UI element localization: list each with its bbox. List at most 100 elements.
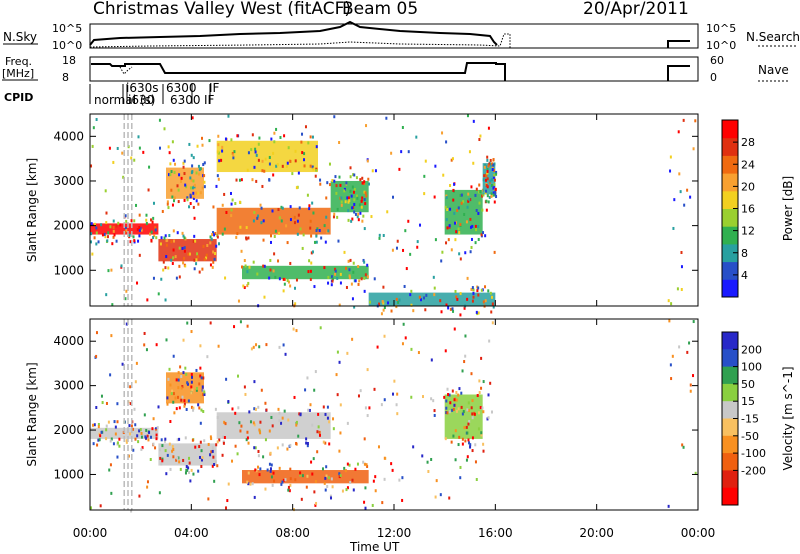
power-speckle [363,180,366,184]
velocity-speckle [159,456,162,460]
velocity-speckle [259,467,262,471]
power-speckle [209,263,212,267]
power-speckle [669,169,672,173]
power-speckle [197,172,200,176]
velocity-speckle [324,412,327,416]
power-speckle [331,179,334,183]
power-speckle [478,201,481,205]
velocity-speckle [349,480,352,484]
velocity-speckle [281,416,284,420]
velocity-speckle [188,461,191,465]
power-speckle [333,115,336,119]
velocity-speckle [105,401,108,405]
velocity-speckle [474,460,477,464]
power-speckle [326,181,329,185]
power-speckle [457,206,460,210]
velocity-speckle [211,449,214,453]
velocity-speckle [246,324,249,328]
velocity-speckle [446,411,449,415]
velocity-speckle [460,405,463,409]
velocity-colorbar-swatch [722,401,738,419]
velocity-speckle [186,468,189,472]
power-speckle [468,197,471,201]
power-speckle [485,184,488,188]
velocity-speckle [682,445,685,449]
velocity-speckle [316,450,319,454]
power-speckle [93,236,96,240]
power-speckle [484,234,487,238]
power-speckle [263,169,266,173]
velocity-speckle [330,477,333,481]
power-speckle [184,183,187,187]
power-speckle [485,199,488,203]
velocity-speckle [455,391,458,395]
nsearch-tick-bottom: 10^0 [706,39,736,52]
velocity-speckle [278,419,281,423]
velocity-speckle [98,438,101,442]
velocity-speckle [129,402,132,406]
velocity-speckle [469,445,472,449]
power-speckle [137,239,140,243]
velocity-speckle [282,478,285,482]
velocity-speckle [151,427,154,431]
power-speckle [168,151,171,155]
velocity-speckle [258,473,261,477]
velocity-speckle [249,482,252,486]
power-speckle [186,196,189,200]
velocity-speckle [97,425,100,429]
power-speckle [467,199,470,203]
power-speckle [452,198,455,202]
power-speckle [356,215,359,219]
power-speckle [679,190,682,194]
velocity-speckle [322,405,325,409]
power-speckle [283,134,286,138]
velocity-speckle [95,406,98,410]
velocity-speckle [446,387,449,391]
power-speckle [108,146,111,150]
cpid-label: CPID [4,91,33,104]
velocity-speckle [213,462,216,466]
velocity-speckle [140,431,143,435]
power-speckle [423,296,426,300]
power-speckle [244,264,247,268]
power-speckle [315,229,318,233]
power-speckle [424,308,427,312]
velocity-speckle [272,471,275,475]
power-speckle [124,214,127,218]
power-speckle [231,151,234,155]
power-speckle [469,217,472,221]
velocity-speckle [445,411,448,415]
power-speckle [347,259,350,263]
power-speckle [348,199,351,203]
power-speckle [416,245,419,249]
beam-label: Beam 05 [342,0,418,19]
power-speckle [319,182,322,186]
power-speckle [246,284,249,288]
velocity-speckle [155,437,158,441]
power-speckle [136,281,139,285]
power-speckle [453,182,456,186]
power-speckle [173,199,176,203]
power-speckle [132,235,135,239]
power-speckle [104,189,107,193]
velocity-speckle [139,428,142,432]
velocity-speckle [268,429,271,433]
velocity-speckle [471,436,474,440]
velocity-speckle [346,486,349,490]
velocity-speckle [221,453,224,457]
velocity-speckle [457,407,460,411]
power-speckle [203,185,206,189]
power-speckle [382,233,385,237]
velocity-speckle [125,439,128,443]
power-speckle [106,239,109,243]
power-speckle [224,276,227,280]
velocity-speckle [222,441,225,445]
velocity-speckle [190,330,193,334]
power-speckle [680,251,683,255]
velocity-speckle [95,331,98,335]
power-speckle [281,206,284,210]
velocity-speckle [449,401,452,405]
velocity-speckle [141,446,144,450]
power-speckle [251,178,254,182]
power-speckle [130,156,133,160]
